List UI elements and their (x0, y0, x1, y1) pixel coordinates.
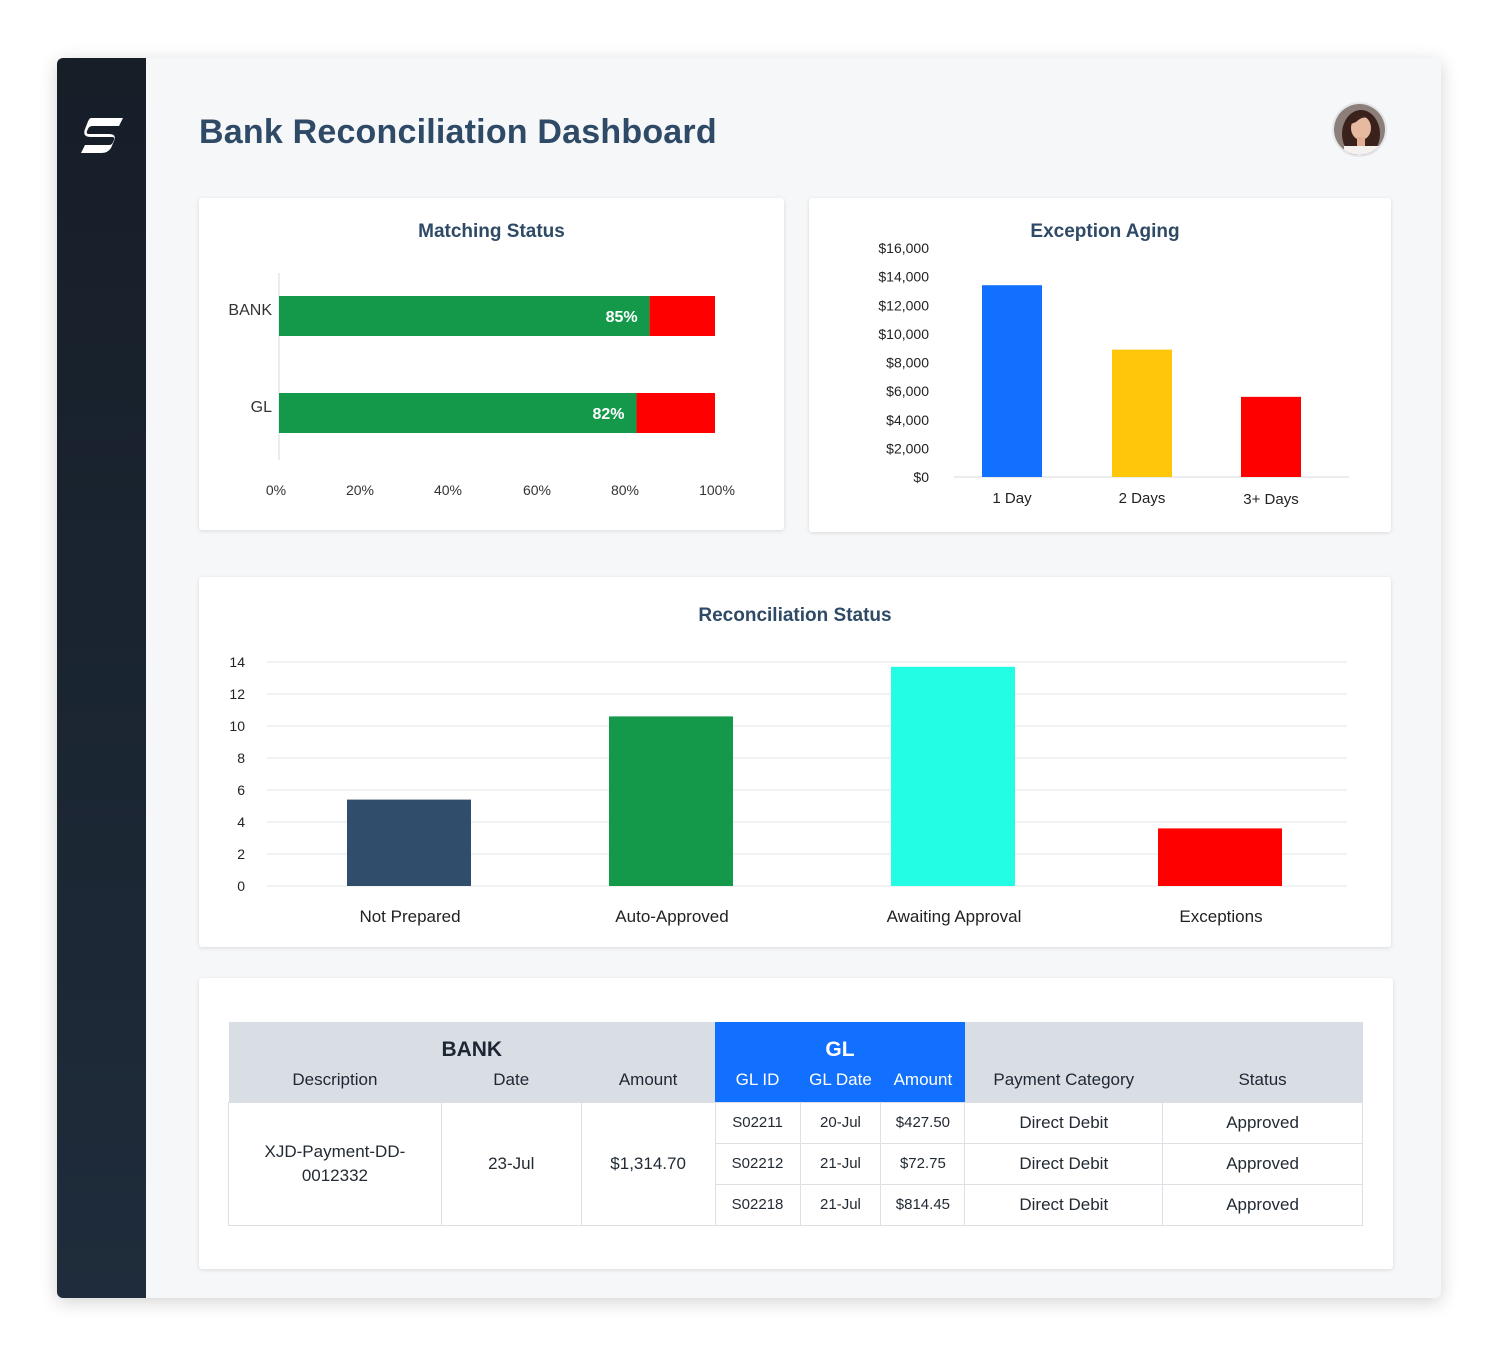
x-tick-label: 60% (523, 482, 551, 498)
gl-id-cell: S02218 (714, 1183, 801, 1226)
page-title: Bank Reconciliation Dashboard (199, 113, 717, 151)
bar-auto-approved (609, 716, 733, 886)
payment-category-cell: Direct Debit (964, 1101, 1164, 1144)
x-tick-label: Awaiting Approval (887, 907, 1022, 926)
col-date[interactable]: Date (441, 1066, 582, 1102)
y-tick-label: $6,000 (886, 383, 929, 399)
category-label-gl: GL (251, 399, 272, 416)
transactions-card: BANK GL Description Date Amount GL ID GL… (199, 978, 1393, 1269)
y-tick-label: 10 (229, 718, 245, 734)
x-tick-label: 40% (434, 482, 462, 498)
reconciliation-status-card: Reconciliation Status 0 2 4 6 8 10 12 14 Not Pre… (199, 577, 1391, 947)
reconciliation-table: BANK GL Description Date Amount GL ID GL… (228, 1022, 1363, 1226)
reconciliation-status-chart: 0 2 4 6 8 10 12 14 Not Prepared Auto-Approved Awai… (229, 654, 1347, 926)
reconciliation-status-title: Reconciliation Status (698, 605, 892, 626)
col-gl-date[interactable]: GL Date (800, 1066, 881, 1102)
table-row[interactable]: XJD-Payment-DD-0012332 23-Jul $1,314.70 … (228, 1101, 1363, 1226)
x-tick-label: 20% (346, 482, 374, 498)
y-tick-label: $4,000 (886, 412, 929, 428)
gl-id-cell: S02212 (714, 1142, 801, 1185)
bar-2-days (1112, 349, 1172, 477)
gl-amount-cell: $72.75 (880, 1142, 966, 1185)
y-tick-label: 8 (237, 750, 245, 766)
bar-not-prepared (347, 799, 471, 886)
y-tick-label: $10,000 (878, 326, 929, 342)
y-tick-label: $8,000 (886, 355, 929, 371)
x-tick-label: 2 Days (1119, 490, 1166, 507)
status-cell: Approved (1162, 1183, 1363, 1226)
y-tick-label: $2,000 (886, 440, 929, 456)
gl-date-cell: 21-Jul (799, 1142, 882, 1185)
x-tick-label: 80% (611, 482, 639, 498)
bar-exceptions (1158, 828, 1282, 886)
x-tick-label: Not Prepared (359, 907, 460, 926)
bar-gl-segment-1 (636, 393, 715, 433)
bar-1-day (982, 285, 1042, 477)
col-description[interactable]: Description (228, 1066, 442, 1102)
bank-amount-cell: $1,314.70 (580, 1101, 716, 1226)
sidebar (57, 58, 146, 1298)
y-tick-label: 14 (229, 654, 245, 670)
exception-aging-chart: $0 $2,000 $4,000 $6,000 $8,000 $10,000 $12,000… (878, 240, 1349, 508)
y-tick-label: 0 (237, 878, 245, 894)
y-tick-label: $14,000 (878, 269, 929, 285)
matching-status-card: Matching Status BANK 85% GL 82% 0% 20% 40% 60% 8… (199, 198, 784, 530)
bar-bank-segment-1 (649, 296, 715, 336)
data-label-gl: 82% (592, 406, 624, 423)
col-payment-category[interactable]: Payment Category (964, 1066, 1163, 1102)
y-tick-label: 4 (237, 814, 245, 830)
matching-status-chart: BANK 85% GL 82% 0% 20% 40% 60% 80% 100% (228, 273, 735, 498)
exception-aging-card: Exception Aging $0 $2,000 $4,000 $6,000 $8,0… (809, 198, 1391, 532)
bar-3-days (1241, 396, 1301, 477)
payment-category-cell: Direct Debit (964, 1142, 1164, 1185)
table-row[interactable]: S02212 21-Jul $72.75 Direct Debit Approv… (229, 1142, 1363, 1185)
y-tick-label: $0 (913, 469, 929, 485)
group-header-spacer (964, 1022, 1363, 1066)
payment-category-cell: Direct Debit (964, 1183, 1164, 1226)
app-window: Bank Reconciliation Dashboard Matching S… (57, 58, 1441, 1298)
bar-awaiting-approval (891, 666, 1015, 886)
x-tick-label: 0% (266, 482, 286, 498)
bank-group-header: BANK (228, 1022, 716, 1066)
gl-group-header: GL (715, 1022, 965, 1066)
bar-bank-segment-0 (279, 296, 650, 336)
gl-date-cell: 20-Jul (799, 1101, 882, 1144)
gl-id-cell: S02211 (714, 1101, 801, 1144)
gl-date-cell: 21-Jul (799, 1183, 882, 1226)
matching-status-title: Matching Status (418, 221, 565, 242)
y-tick-label: 12 (229, 686, 245, 702)
x-tick-label: Exceptions (1179, 907, 1262, 926)
col-gl-id[interactable]: GL ID (715, 1066, 800, 1102)
status-cell: Approved (1162, 1142, 1363, 1185)
y-tick-label: $12,000 (878, 297, 929, 313)
x-tick-label: 1 Day (992, 490, 1032, 507)
x-tick-label: Auto-Approved (615, 907, 728, 926)
category-label-bank: BANK (228, 302, 272, 319)
bank-description-cell: XJD-Payment-DD-0012332 (228, 1101, 442, 1226)
col-gl-amount[interactable]: Amount (880, 1066, 965, 1102)
user-avatar[interactable] (1332, 102, 1387, 157)
x-tick-label: 3+ Days (1243, 491, 1298, 508)
y-tick-label: 2 (237, 846, 245, 862)
col-status[interactable]: Status (1162, 1066, 1363, 1102)
y-tick-label: 6 (237, 782, 245, 798)
table-row[interactable]: S02218 21-Jul $814.45 Direct Debit Appro… (229, 1183, 1363, 1226)
bar-gl-segment-0 (279, 393, 637, 433)
exception-aging-title: Exception Aging (1030, 221, 1180, 242)
col-amount[interactable]: Amount (581, 1066, 716, 1102)
bank-date-cell: 23-Jul (440, 1101, 582, 1226)
y-tick-label: $16,000 (878, 240, 929, 256)
avatar-image (1334, 104, 1385, 155)
status-cell: Approved (1162, 1101, 1363, 1144)
data-label-bank: 85% (606, 309, 638, 326)
gl-amount-cell: $814.45 (880, 1183, 966, 1226)
gl-amount-cell: $427.50 (880, 1101, 966, 1144)
app-logo-icon[interactable] (79, 116, 125, 154)
x-tick-label: 100% (699, 482, 735, 498)
